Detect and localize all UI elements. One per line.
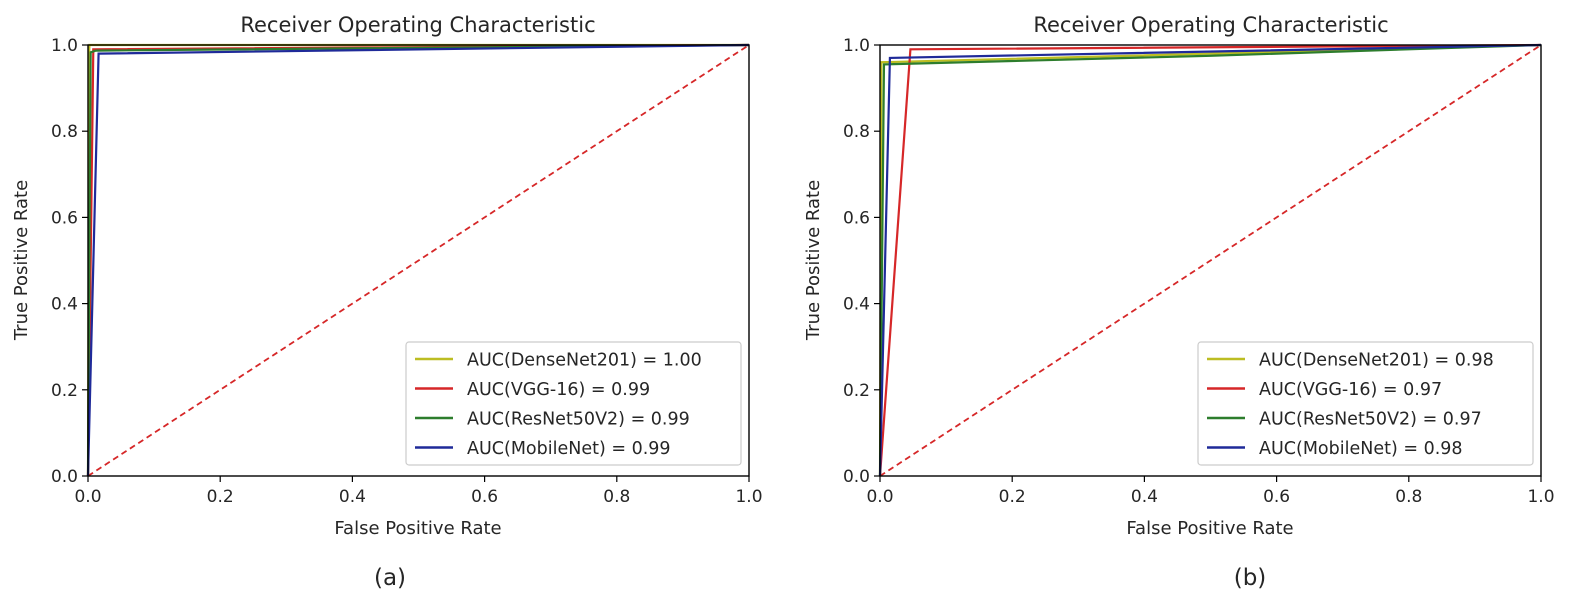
chart-title: Receiver Operating Characteristic — [240, 13, 595, 37]
x-tick-label: 0.6 — [471, 487, 498, 507]
roc-series-line-3 — [86, 43, 750, 477]
y-tick-label: 1.0 — [843, 36, 870, 56]
x-tick-label: 0.4 — [339, 487, 366, 507]
chance-diagonal-line — [879, 44, 1542, 477]
y-tick-label: 0.8 — [51, 122, 78, 142]
chart-title: Receiver Operating Characteristic — [1033, 13, 1388, 37]
x-tick-label: 0.8 — [1395, 487, 1422, 507]
x-axis-label: False Positive Rate — [1126, 518, 1293, 539]
legend-entry: AUC(ResNet50V2) = 0.99 — [467, 410, 690, 430]
x-tick-label: 0.0 — [74, 487, 101, 507]
axis-ticks: 0.0 0.2 0.4 0.6 0.8 1.0 0.0 0.2 0.4 0.6 0.8 1.0 — [51, 36, 763, 507]
legend-entry: AUC(MobileNet) = 0.98 — [1259, 439, 1463, 459]
x-axis-label: False Positive Rate — [334, 518, 501, 539]
x-tick-label: 1.0 — [735, 487, 762, 507]
y-axis-label: True Positive Rate — [803, 180, 824, 341]
panel-caption: (b) — [1234, 565, 1267, 591]
y-tick-label: 0.6 — [51, 208, 78, 228]
y-tick-label: 0.4 — [843, 295, 870, 315]
y-tick-label: 0.2 — [51, 381, 78, 401]
legend-entry: AUC(VGG-16) = 0.97 — [1259, 380, 1442, 400]
roc-series-line-1 — [878, 43, 1542, 477]
y-tick-label: 0.4 — [51, 295, 78, 315]
roc-panel-a: Receiver Operating Characteristic 0.0 0.2… — [11, 13, 763, 591]
y-tick-label: 1.0 — [51, 36, 78, 56]
legend: AUC(DenseNet201) = 0.98 AUC(VGG-16) = 0.9… — [1197, 341, 1534, 466]
legend-entry: AUC(DenseNet201) = 0.98 — [1259, 351, 1494, 371]
x-tick-label: 0.8 — [603, 487, 630, 507]
x-tick-label: 0.0 — [866, 487, 893, 507]
plot-frame — [87, 44, 750, 477]
panel-caption: (a) — [374, 565, 406, 591]
y-tick-label: 0.8 — [843, 122, 870, 142]
x-tick-label: 0.4 — [1131, 487, 1158, 507]
y-tick-label: 0.2 — [843, 381, 870, 401]
x-tick-label: 0.2 — [207, 487, 234, 507]
legend: AUC(DenseNet201) = 1.00 AUC(VGG-16) = 0.9… — [405, 341, 742, 466]
y-tick-label: 0.6 — [843, 208, 870, 228]
x-tick-label: 0.6 — [1263, 487, 1290, 507]
y-tick-label: 0.0 — [843, 467, 870, 487]
y-axis-label: True Positive Rate — [11, 180, 32, 341]
legend-entry: AUC(ResNet50V2) = 0.97 — [1259, 410, 1482, 430]
axis-ticks: 0.0 0.2 0.4 0.6 0.8 1.0 0.0 0.2 0.4 0.6 0.8 1.0 — [843, 36, 1555, 507]
roc-series-line-3 — [878, 43, 1542, 477]
x-tick-label: 1.0 — [1527, 487, 1554, 507]
roc-series-line-2 — [878, 43, 1542, 477]
roc-panel-b: Receiver Operating Characteristic 0.0 0.2… — [803, 13, 1555, 591]
legend-entry: AUC(DenseNet201) = 1.00 — [467, 351, 702, 371]
legend-box — [405, 341, 742, 466]
legend-entry: AUC(MobileNet) = 0.99 — [467, 439, 671, 459]
x-tick-label: 0.2 — [999, 487, 1026, 507]
roc-series-line-2 — [86, 43, 750, 477]
legend-box — [1197, 341, 1534, 466]
y-tick-label: 0.0 — [51, 467, 78, 487]
plot-frame — [879, 44, 1542, 477]
chance-diagonal-line — [87, 44, 750, 477]
legend-entry: AUC(VGG-16) = 0.99 — [467, 380, 650, 400]
